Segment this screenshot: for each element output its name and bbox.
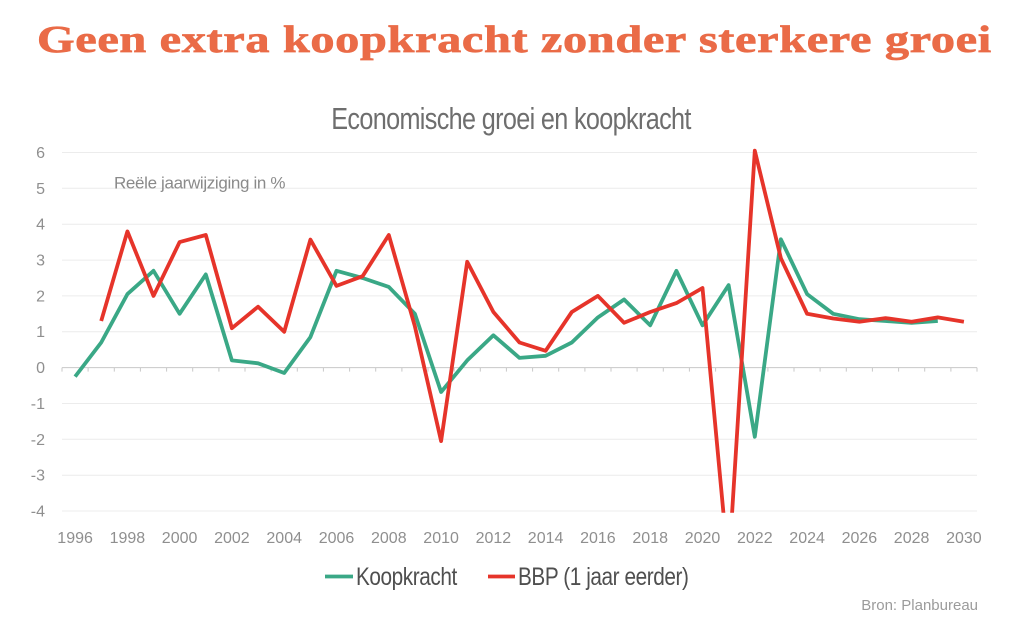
svg-text:3: 3 xyxy=(36,253,45,270)
svg-text:2018: 2018 xyxy=(632,530,668,547)
svg-text:2008: 2008 xyxy=(371,530,407,547)
svg-text:-1: -1 xyxy=(31,396,45,413)
svg-text:2010: 2010 xyxy=(423,530,459,547)
svg-text:-2: -2 xyxy=(31,432,45,449)
svg-text:5: 5 xyxy=(36,181,45,198)
svg-text:0: 0 xyxy=(36,360,45,377)
svg-text:Koopkracht: Koopkracht xyxy=(356,562,458,590)
svg-text:BBP (1 jaar eerder): BBP (1 jaar eerder) xyxy=(518,562,688,590)
svg-text:2030: 2030 xyxy=(946,530,982,547)
svg-text:4: 4 xyxy=(36,217,45,234)
svg-text:2026: 2026 xyxy=(842,530,878,547)
svg-text:2016: 2016 xyxy=(580,530,616,547)
svg-text:Bron: Planbureau: Bron: Planbureau xyxy=(861,597,978,614)
svg-text:6: 6 xyxy=(36,145,45,162)
svg-text:2: 2 xyxy=(36,288,45,305)
svg-text:-4: -4 xyxy=(31,504,45,521)
svg-text:Reële jaarwijziging in %: Reële jaarwijziging in % xyxy=(114,174,285,193)
svg-text:1998: 1998 xyxy=(110,530,146,547)
svg-text:2020: 2020 xyxy=(685,530,721,547)
svg-text:-3: -3 xyxy=(31,468,45,485)
svg-text:Economische groei en koopkrach: Economische groei en koopkracht xyxy=(331,100,691,135)
svg-text:2002: 2002 xyxy=(214,530,250,547)
svg-text:2024: 2024 xyxy=(789,530,825,547)
svg-text:2006: 2006 xyxy=(319,530,355,547)
svg-text:2000: 2000 xyxy=(162,530,198,547)
svg-text:2028: 2028 xyxy=(894,530,930,547)
svg-text:2014: 2014 xyxy=(528,530,564,547)
svg-text:Geen extra koopkracht zonder s: Geen extra koopkracht zonder sterkere gr… xyxy=(37,19,992,61)
svg-text:2022: 2022 xyxy=(737,530,773,547)
svg-text:2004: 2004 xyxy=(266,530,302,547)
svg-text:1: 1 xyxy=(36,324,45,341)
svg-text:2012: 2012 xyxy=(476,530,512,547)
svg-text:1996: 1996 xyxy=(57,530,93,547)
